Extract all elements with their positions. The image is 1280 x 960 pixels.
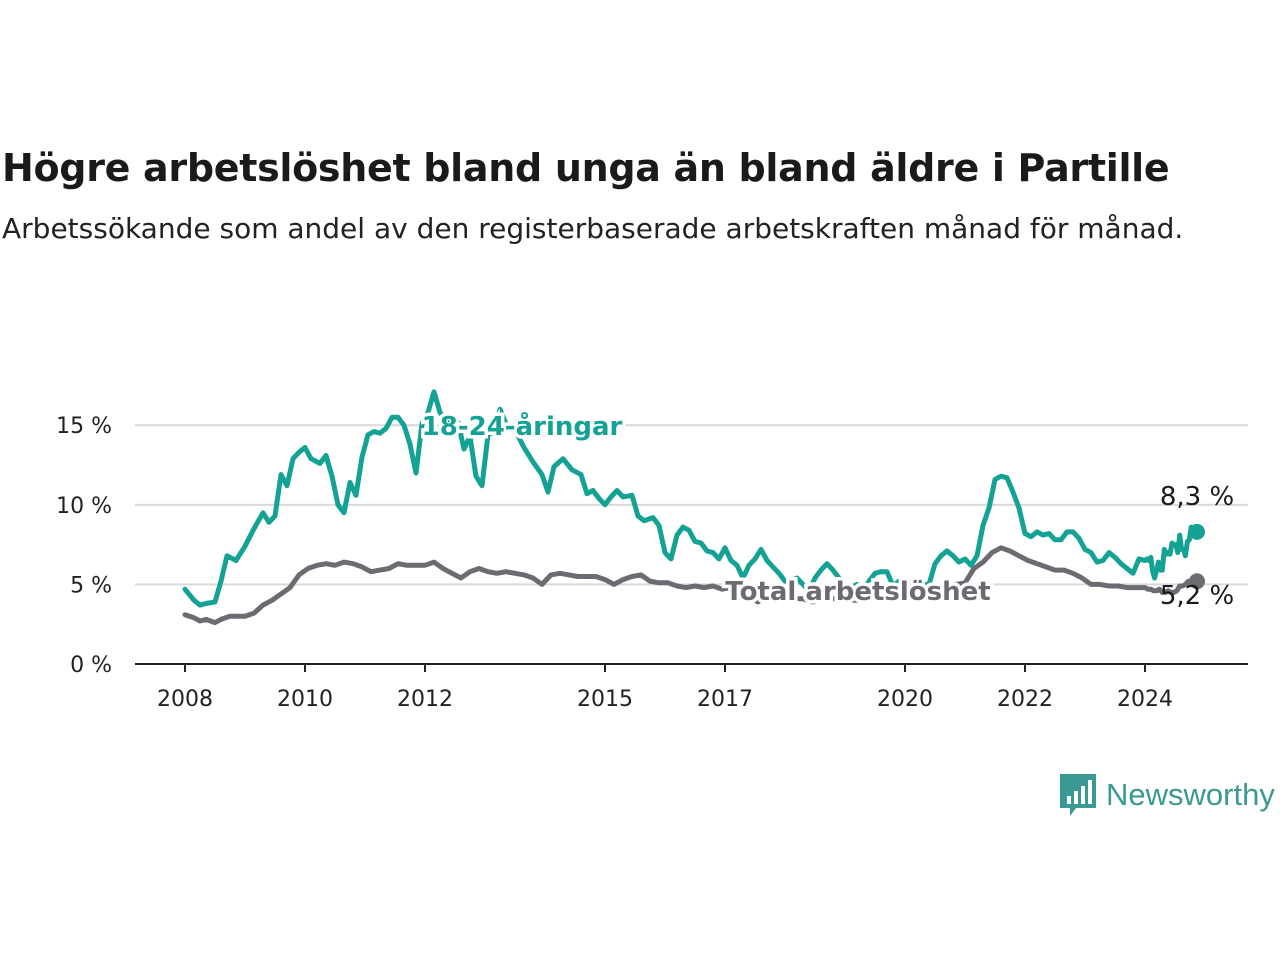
- newsworthy-logo-icon: [1060, 774, 1096, 816]
- y-tick-label: 0 %: [70, 653, 112, 678]
- x-tick-label: 2020: [877, 687, 933, 712]
- axes: 0 % 5 % 10 % 15 % 2008 2010 2012 2015 2017 2020 20…: [56, 414, 1248, 712]
- chart-title: Högre arbetslöshet bland unga än bland ä…: [2, 146, 1170, 190]
- end-label-total: 5,2 %: [1160, 581, 1234, 611]
- y-tick-label: 15 %: [56, 414, 112, 439]
- y-tick-label: 10 %: [56, 494, 112, 519]
- series-line-youth: [182, 389, 1200, 608]
- x-tick-label: 2010: [277, 687, 333, 712]
- end-point-total: [1189, 573, 1205, 590]
- series-labels: 18-24-åringar Total arbetslöshet 8,3 % 5,2 …: [418, 407, 1234, 612]
- x-tick-label: 2008: [157, 687, 213, 712]
- newsworthy-logo: Newsworthy: [1058, 772, 1275, 818]
- newsworthy-brand-text: Newsworthy: [1106, 777, 1275, 812]
- series-lines: [182, 389, 1205, 626]
- end-label-youth: 8,3 %: [1160, 482, 1234, 512]
- end-point-youth: [1189, 523, 1205, 540]
- series-name-youth: 18-24-åringar: [422, 410, 623, 442]
- x-tick-label: 2022: [997, 687, 1053, 712]
- x-tick-label: 2015: [577, 687, 633, 712]
- y-tick-label: 5 %: [70, 573, 112, 598]
- x-tick-label: 2017: [697, 687, 753, 712]
- series-line-total: [182, 545, 1200, 626]
- x-tick-label: 2012: [397, 687, 453, 712]
- chart-subtitle: Arbetssökande som andel av den registerb…: [2, 212, 1184, 245]
- x-tick-label: 2024: [1117, 687, 1173, 712]
- series-name-total: Total arbetslöshet: [725, 577, 990, 607]
